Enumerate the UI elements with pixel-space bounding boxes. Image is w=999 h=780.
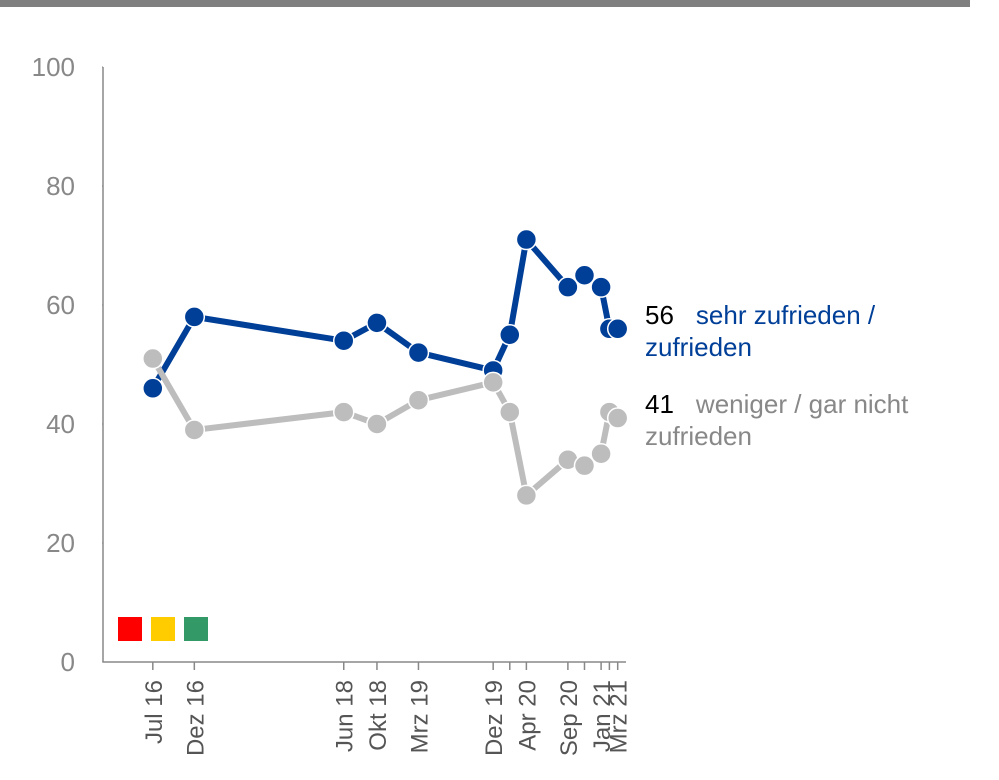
y-tick-label: 80 [46, 171, 75, 201]
data-point [332, 401, 355, 423]
x-tick-label: Sep 20 [556, 680, 583, 756]
x-tick-label: Mrz 19 [406, 680, 433, 753]
data-point [482, 371, 504, 394]
data-point [366, 312, 388, 334]
x-tick-label: Jan 21 [589, 680, 616, 752]
legend-square [184, 617, 208, 641]
x-tick-label: Dez 19 [481, 680, 508, 756]
y-tick-label: 0 [61, 647, 75, 677]
y-tick-label: 100 [32, 52, 75, 82]
series-line [150, 236, 618, 390]
x-tick-label: Mrz 21 [606, 680, 633, 753]
y-tick-label: 60 [46, 290, 75, 320]
data-point [590, 276, 612, 298]
y-tick-label: 20 [46, 528, 75, 558]
data-point [590, 443, 612, 465]
data-point [515, 484, 538, 507]
legend-label: sehr zufrieden / zufrieden [645, 299, 876, 362]
legend-label: weniger / gar nicht zufrieden [645, 389, 909, 452]
legend-square [118, 617, 142, 641]
data-point [366, 413, 388, 435]
data-point [499, 401, 521, 423]
data-point [332, 329, 355, 352]
data-point [407, 389, 430, 411]
end-value: 41 [645, 389, 674, 420]
x-tick-label: Apr 20 [514, 680, 541, 751]
data-point [183, 306, 206, 328]
data-point [557, 276, 579, 298]
top-bar [0, 0, 970, 7]
y-tick-label: 40 [46, 409, 75, 439]
data-point [142, 377, 164, 400]
data-point [573, 454, 596, 477]
end-label: 41 weniger / gar nicht zufrieden [645, 388, 985, 452]
data-point [407, 341, 430, 364]
data-point [142, 347, 164, 370]
x-tick-label: Dez 16 [182, 680, 209, 756]
x-tick-label: Okt 18 [365, 680, 392, 751]
end-label: 56 sehr zufrieden / zufrieden [645, 299, 985, 363]
data-point [606, 407, 629, 429]
end-value: 56 [645, 299, 674, 330]
x-tick-label: Jul 16 [141, 680, 168, 744]
legend-square [151, 617, 175, 641]
data-point [606, 318, 629, 340]
data-point [573, 264, 596, 286]
data-point [515, 228, 538, 251]
x-tick-label: Jun 18 [332, 680, 359, 752]
data-point [183, 419, 206, 441]
data-point [499, 324, 521, 346]
